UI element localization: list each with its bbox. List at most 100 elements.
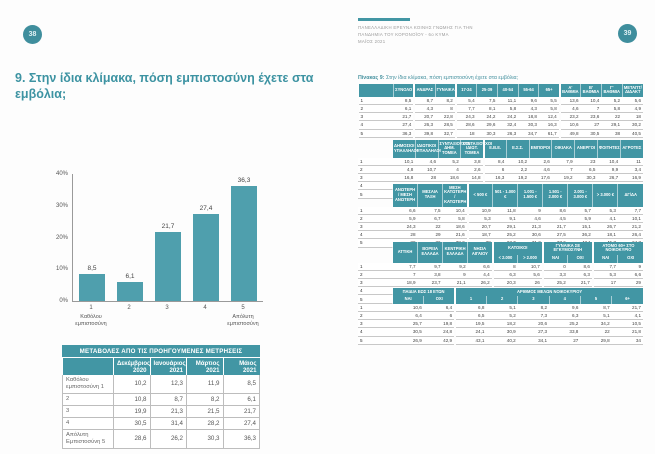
row-label: 4	[358, 327, 393, 337]
table-row: 2 5,9 6,7 5,8 5,3 9,1 4,6 4,5 5,9 4,1 10,1	[358, 214, 643, 224]
table-cell: 11,8	[492, 206, 518, 215]
column-header: ΑΝΩΤΕΡΗ / ΜΕΣΗ ΑΝΩΤΕΡΗ	[391, 184, 418, 207]
table-row: 4 27,4 26,3 28,5 28,6 29,6 32,4 30,3 16,3 10,6 27 2…	[358, 120, 643, 130]
table-cell: 26,7	[597, 173, 621, 183]
row-label: 2	[358, 214, 393, 224]
table-cell: 10,7	[415, 165, 439, 175]
table-cell: 25,2	[549, 319, 581, 329]
table-cell: 7,5	[417, 206, 443, 215]
table-cell: 9,9	[597, 165, 621, 175]
column-header: ΑΝΔΡΑΣ	[413, 84, 436, 97]
column-header: ΒΟΡΕΙΑ ΕΛΛΑΔΑ	[417, 242, 443, 263]
row-label: 2	[62, 393, 114, 406]
table-cell: 30,9	[486, 327, 518, 337]
page-number-left: 38	[28, 31, 37, 38]
x-category: 4	[186, 305, 224, 328]
table-row: 2 4,8 10,7 4 2,6 6 2,2 4,6 7 6,5 9,9 3,4	[358, 165, 643, 175]
table-cell: 8,5	[222, 375, 260, 394]
table-cell: 20,7	[466, 222, 493, 232]
table-cell: 18,9	[392, 278, 418, 288]
table-cell: 21,3	[517, 222, 543, 232]
table-cell: 29,6	[476, 120, 498, 130]
table-cell: 4,6	[558, 104, 581, 114]
table-cell: 6	[482, 165, 507, 175]
table-cell: 9	[442, 270, 468, 280]
table-cell: 6,6	[467, 262, 493, 271]
table-cell: 32,4	[497, 120, 519, 130]
table-cell: 17	[591, 278, 618, 288]
x-tick-label: 1	[89, 305, 93, 311]
table-caption-text: Στην ίδια κλίμακα, πόση εμπιστοσύνη έχετ…	[385, 75, 519, 81]
table-row: 2 7 3,8 9 4,4 6,3 5,6 3,3 6,3 5,3 6,6	[358, 270, 643, 280]
table-cell: 21,7	[393, 112, 415, 122]
table-cell: 18,1	[592, 230, 618, 240]
table-cell: 24,2	[476, 112, 498, 122]
table-cell: 5,1	[580, 311, 612, 321]
table-cell: 32,7	[435, 129, 456, 138]
table-cell: 10,8	[113, 393, 151, 406]
table-row: 3 19,9 21,3 21,5 21,7	[62, 405, 260, 418]
column-header: > 3.000 €	[592, 184, 618, 207]
table-cell: 5,5	[538, 96, 560, 105]
table-row: Καθόλου εμπιστοσύνη 1 10,2 12,3 11,9 8,5	[62, 375, 260, 394]
page-number-badge-left: 38	[23, 25, 42, 44]
row-label: 3	[358, 319, 393, 329]
table-cell: 5,9	[567, 214, 593, 224]
column-header: ΣΥΝΟΛΟ	[393, 84, 415, 97]
table-cell: 5,9	[392, 214, 418, 224]
table-cell: 5,6	[517, 270, 543, 280]
table-cell: 7,7	[617, 206, 643, 215]
column-header: Μάρτιος 2021	[186, 358, 223, 375]
table-cell: 18,8	[518, 112, 539, 122]
table-cell: 6,4	[392, 311, 424, 321]
table-cell: 5,3	[466, 214, 493, 224]
table-cell: 7,7	[454, 104, 477, 114]
column-header: ΑΓΡΟΤΕΣ	[619, 140, 643, 158]
table-cell: 39,8	[413, 129, 436, 138]
table-cell: 30,3	[476, 129, 498, 138]
row-label: 4	[358, 181, 393, 191]
column-header: 1	[454, 295, 487, 304]
page-number-right: 39	[623, 30, 632, 37]
table-cell: 9,6	[549, 303, 581, 312]
table-cell: 4,8	[392, 165, 416, 175]
row-label: 4	[358, 120, 394, 130]
row-label: 1	[358, 206, 393, 215]
column-header: 1.501 - 2.000 €	[542, 184, 568, 207]
row-label: 5	[358, 129, 394, 138]
table-row: 2 6,4 6 6,5 5,2 7,3 6,3 5,1 4,1	[358, 311, 643, 321]
table-cell: 22	[601, 112, 623, 122]
bar-value-label: 8,5	[87, 265, 97, 272]
table-cell: 5,8	[442, 214, 468, 224]
column-header: ΟΧΙ	[567, 254, 593, 263]
table-cell: 6,3	[567, 270, 593, 280]
table-cell: 18,2	[486, 319, 518, 329]
table-cell: 4,6	[517, 214, 543, 224]
table-cell: 8,7	[149, 393, 187, 406]
table-cell: 5,8	[538, 104, 560, 114]
table-row: 5 26,9 42,9 43,1 40,2 34,1 27 29,8 34	[358, 336, 643, 345]
row-label: Απόλυτη Εμπιστοσύνη 5	[62, 429, 114, 449]
table-cell: 10,2	[113, 375, 151, 394]
table-cell: 9	[517, 206, 543, 215]
y-tick-label: 20%	[55, 234, 68, 241]
table-cell: 4,3	[413, 104, 436, 114]
table-cell: 21,7	[611, 303, 643, 312]
column-header: ΝΗΣΙΑ ΑΙΓΑΙΟΥ	[467, 242, 493, 263]
table-cell: 10,5	[611, 319, 643, 329]
chart-bars: 8,5 6,1 21,7 27,4 36,3	[73, 174, 263, 301]
table-cell: 9	[617, 262, 643, 271]
table-cell: 26,7	[592, 222, 618, 232]
table-cell: 27	[549, 336, 581, 345]
column-header: 1.001 - 1.500 €	[517, 184, 543, 207]
table-cell: 23,2	[558, 112, 581, 122]
table-cell: 28,2	[186, 417, 224, 430]
row-label: 1	[358, 96, 394, 105]
row-label: 1	[358, 157, 393, 166]
bar-value-label: 6,1	[125, 273, 135, 280]
table-cell: 21,7	[222, 405, 260, 418]
table-cell: 3,3	[541, 270, 568, 280]
table-cell: 23,7	[417, 278, 443, 288]
table-cell: 28,5	[435, 120, 456, 130]
